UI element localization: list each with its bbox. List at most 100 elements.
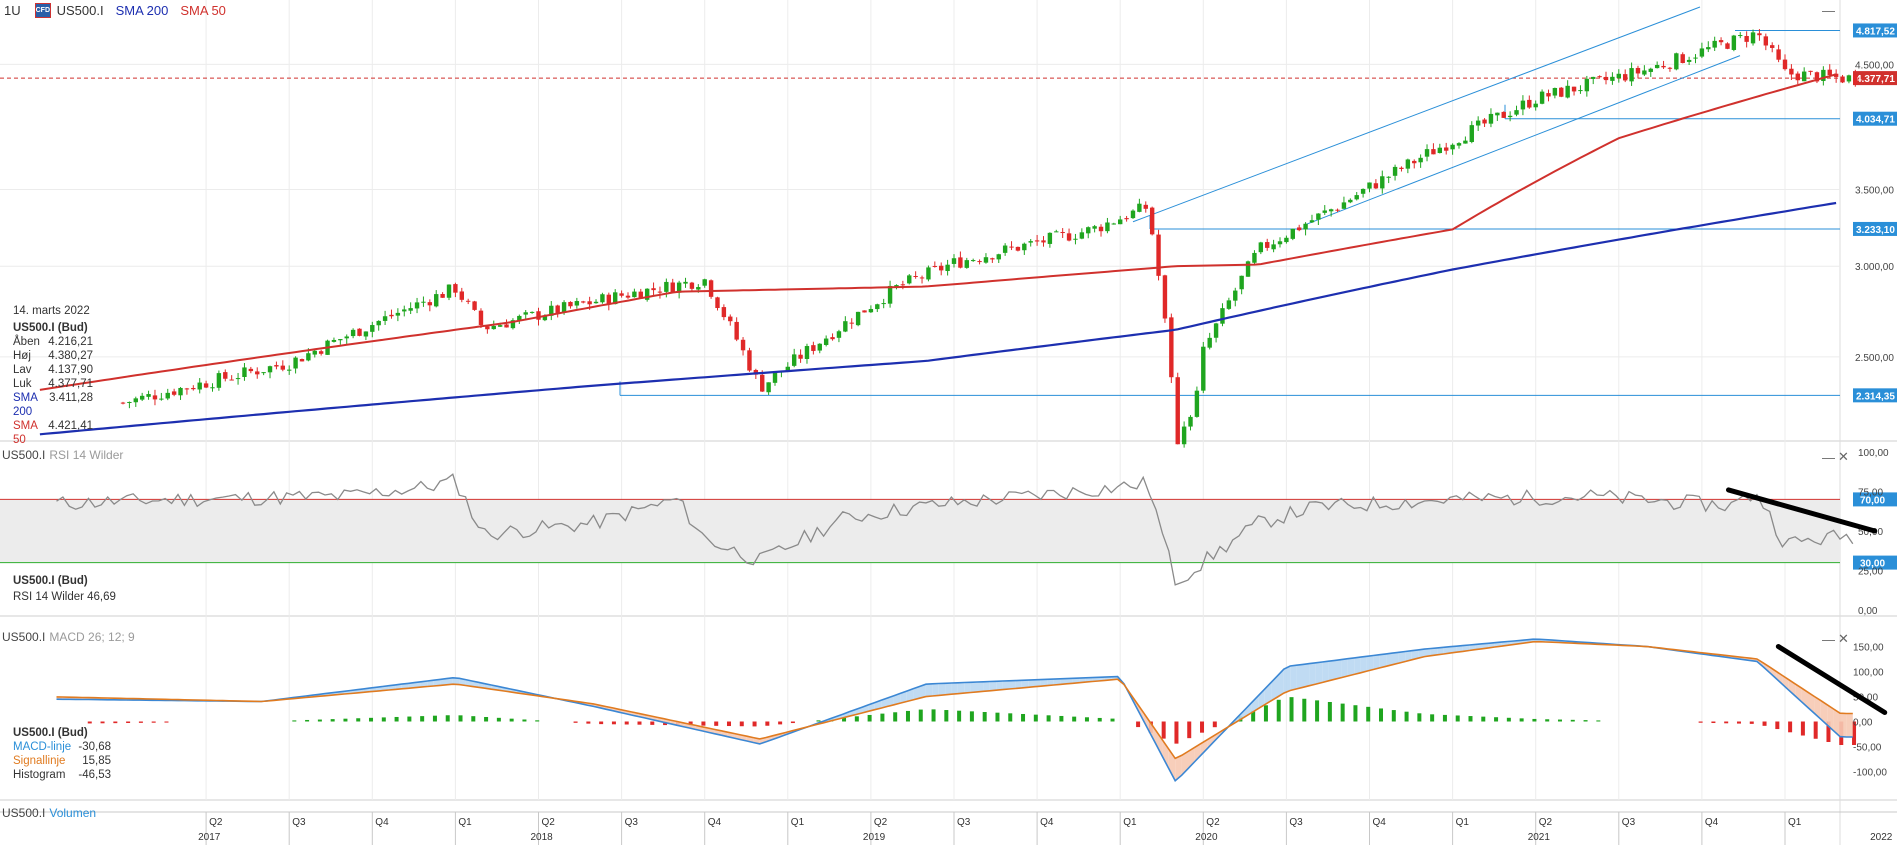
candle bbox=[823, 335, 829, 347]
histogram-bar bbox=[471, 716, 476, 722]
candle bbox=[1399, 166, 1404, 172]
histogram-bar bbox=[624, 721, 629, 725]
histogram-bar bbox=[1481, 716, 1486, 722]
histogram-bar bbox=[1136, 721, 1141, 728]
candle bbox=[1034, 234, 1040, 246]
candle bbox=[1041, 236, 1046, 247]
macd-fill bbox=[906, 688, 914, 702]
histogram-bar bbox=[1200, 721, 1205, 733]
candle bbox=[1725, 42, 1730, 50]
histogram-bar bbox=[1021, 713, 1026, 722]
candle bbox=[689, 281, 695, 291]
histogram-bar bbox=[535, 720, 540, 722]
rsi-info-value: RSI 14 Wilder 46,69 bbox=[13, 591, 116, 603]
macd-fill bbox=[433, 679, 441, 686]
candle bbox=[465, 298, 471, 305]
quarter-label: Q2 bbox=[1206, 817, 1220, 828]
info-row-sma50: SMA 50 4.421,41 bbox=[13, 420, 93, 446]
histogram-bar bbox=[1800, 721, 1805, 736]
candle bbox=[1258, 241, 1264, 255]
macd-fill bbox=[964, 682, 971, 694]
macd-fill bbox=[1277, 669, 1284, 697]
candle bbox=[613, 289, 618, 305]
sma200-indicator-label[interactable]: SMA 200 bbox=[115, 2, 169, 18]
macd-panel-close-icon[interactable]: ✕ bbox=[1838, 631, 1849, 646]
histogram-bar bbox=[1749, 721, 1754, 724]
macd-fill bbox=[1303, 663, 1310, 688]
histogram-bar bbox=[1097, 717, 1102, 722]
histogram-bar bbox=[1532, 718, 1537, 722]
candle bbox=[1226, 297, 1232, 310]
candle bbox=[1629, 62, 1634, 86]
candle bbox=[996, 253, 1001, 263]
candle bbox=[836, 329, 842, 343]
candle bbox=[1169, 313, 1174, 384]
candle bbox=[868, 305, 874, 313]
candle bbox=[683, 277, 688, 288]
histogram-bar bbox=[1251, 710, 1256, 722]
candle bbox=[772, 372, 778, 386]
timeframe-selector[interactable]: 1U bbox=[4, 2, 21, 18]
macd-fill bbox=[1366, 655, 1374, 672]
quarter-label: Q2 bbox=[542, 817, 556, 828]
candle bbox=[1667, 66, 1673, 72]
candle bbox=[1699, 42, 1705, 59]
candle bbox=[517, 314, 522, 324]
histogram-bar bbox=[1698, 721, 1703, 723]
macd-row-histogram: Histogram -46,53 bbox=[13, 769, 111, 781]
candle bbox=[1648, 67, 1653, 77]
symbol-label[interactable]: US500.I bbox=[56, 2, 104, 18]
candle bbox=[1680, 52, 1685, 64]
candle bbox=[440, 292, 445, 298]
histogram-bar bbox=[1033, 714, 1038, 722]
rsi-series: 30,00 70,00 bbox=[0, 473, 1897, 586]
candle bbox=[670, 278, 675, 293]
candle bbox=[395, 308, 401, 322]
macd-fill bbox=[1072, 678, 1080, 684]
candle bbox=[1149, 206, 1155, 236]
macd-fill bbox=[1322, 661, 1329, 683]
histogram-bar bbox=[343, 718, 348, 722]
histogram-bar bbox=[420, 716, 425, 722]
quarter-label: Q3 bbox=[292, 817, 306, 828]
candle bbox=[1092, 224, 1097, 233]
candle bbox=[1444, 142, 1449, 155]
rsi-panel-minimize-icon[interactable]: — bbox=[1822, 450, 1835, 465]
candle bbox=[1373, 179, 1379, 190]
histogram-bar bbox=[1302, 698, 1307, 722]
candle bbox=[1539, 89, 1545, 105]
histogram-bar bbox=[1110, 718, 1115, 722]
macd-line bbox=[56, 638, 1853, 782]
rsi-trend-annotation bbox=[1725, 487, 1878, 534]
trend-annotations[interactable] bbox=[1725, 487, 1888, 715]
histogram-bar bbox=[394, 716, 399, 722]
candle bbox=[1808, 70, 1813, 76]
macd-panel-minimize-icon[interactable]: — bbox=[1822, 632, 1835, 647]
rsi-panel-close-icon[interactable]: ✕ bbox=[1838, 449, 1849, 464]
histogram-bar bbox=[1583, 720, 1588, 722]
candle bbox=[1635, 65, 1641, 79]
candle bbox=[785, 362, 790, 372]
macd-fill bbox=[1258, 689, 1265, 709]
macd-fill bbox=[440, 678, 447, 686]
price-level-value: 4.817,52 bbox=[1856, 26, 1895, 37]
candle bbox=[913, 271, 918, 279]
histogram-bar bbox=[599, 721, 604, 725]
histogram-bar bbox=[1494, 717, 1499, 722]
candle bbox=[1520, 95, 1526, 116]
channel-lower-line bbox=[1304, 55, 1741, 226]
macd-fill bbox=[1450, 646, 1457, 654]
candle bbox=[1776, 44, 1781, 63]
histogram-bar bbox=[995, 712, 1000, 722]
price-panel-minimize-icon[interactable]: — bbox=[1822, 3, 1835, 18]
macd-fill bbox=[1009, 680, 1016, 689]
histogram-bar bbox=[151, 721, 156, 723]
candle bbox=[184, 387, 190, 395]
candle bbox=[1514, 105, 1519, 117]
histogram-bar bbox=[356, 718, 361, 722]
histogram-bar bbox=[1161, 721, 1166, 739]
sma50-indicator-label[interactable]: SMA 50 bbox=[180, 2, 226, 18]
macd-fill bbox=[408, 682, 415, 689]
histogram-bar bbox=[317, 719, 322, 722]
